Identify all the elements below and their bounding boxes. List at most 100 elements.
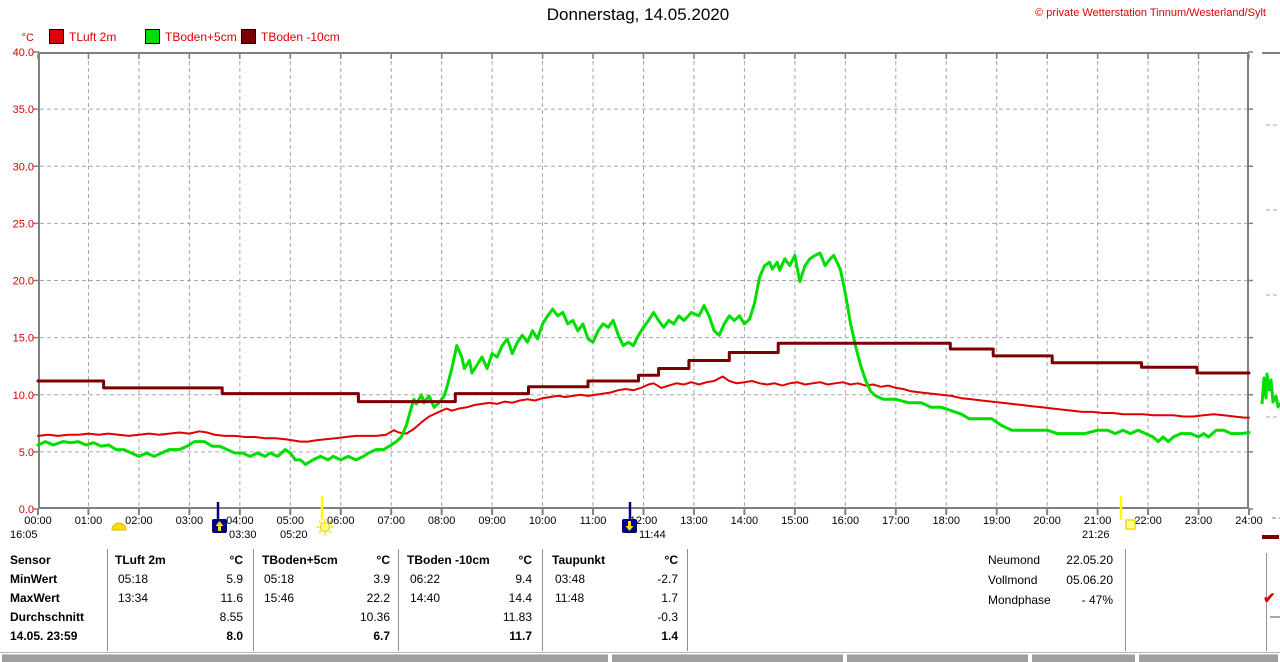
max-value: 14.4 bbox=[508, 591, 532, 605]
last-value: 11.7 bbox=[509, 629, 532, 643]
axis-label: 20.0 bbox=[13, 276, 34, 288]
axis-label: 15.0 bbox=[13, 333, 34, 345]
axis-label: 17:00 bbox=[882, 515, 910, 527]
axis-label: 08:00 bbox=[428, 515, 456, 527]
min-time: 05:18 bbox=[118, 572, 149, 586]
min-value: 9.4 bbox=[515, 572, 532, 586]
moon-arrow-up-icon bbox=[215, 521, 224, 531]
stats-row-label: Sensor bbox=[10, 553, 51, 567]
table-divider bbox=[107, 549, 108, 651]
edge-green-fragment bbox=[1260, 372, 1280, 409]
status-bar-segment bbox=[1139, 654, 1278, 662]
axis-label: 05:00 bbox=[277, 515, 305, 527]
axis-label: 06:00 bbox=[327, 515, 355, 527]
max-time: 14:40 bbox=[410, 591, 441, 605]
legend-label: TBoden -10cm bbox=[261, 29, 340, 44]
axis-label: 22:00 bbox=[1134, 515, 1162, 527]
min-value: -2.7 bbox=[657, 572, 678, 586]
sunrise-icon bbox=[328, 520, 332, 524]
axis-label: 40.0 bbox=[13, 47, 34, 59]
stats-row-label: 14.05. 23:59 bbox=[10, 629, 78, 643]
moon-dome-icon bbox=[111, 522, 127, 531]
series-line-tboden-10cm bbox=[36, 341, 1251, 404]
status-bar-segment bbox=[847, 654, 1028, 662]
avg-value: 11.83 bbox=[502, 610, 532, 624]
col-header: TBoden -10cm bbox=[407, 553, 490, 567]
table-divider bbox=[542, 549, 543, 651]
col-header: TBoden+5cm bbox=[262, 553, 338, 567]
status-bar-segment bbox=[1032, 654, 1135, 662]
max-time: 15:46 bbox=[264, 591, 295, 605]
max-time: 11:48 bbox=[555, 591, 585, 605]
axis-label: 01:00 bbox=[75, 515, 103, 527]
moon-value: - 47% bbox=[1081, 593, 1113, 607]
axis-label: 16:05 bbox=[10, 529, 38, 541]
stats-row-label: Durchschnitt bbox=[10, 610, 85, 624]
moon-label: Neumond bbox=[988, 553, 1041, 567]
min-value: 3.9 bbox=[373, 572, 390, 586]
axis-label: 25.0 bbox=[13, 218, 34, 230]
stats-row-label: MaxWert bbox=[10, 591, 60, 605]
series-line-tboden-5cm bbox=[36, 251, 1251, 466]
copyright-text: © private Wetterstation Tinnum/Westerlan… bbox=[1035, 7, 1266, 19]
legend-swatch-maroon bbox=[241, 29, 256, 44]
axis-label: 18:00 bbox=[932, 515, 960, 527]
axis-label: 13:00 bbox=[680, 515, 708, 527]
max-value: 22.2 bbox=[366, 591, 390, 605]
col-unit: °C bbox=[376, 553, 390, 567]
table-divider bbox=[398, 549, 399, 651]
check-icon: ✔ bbox=[1263, 590, 1276, 607]
axis-label: 10.0 bbox=[13, 390, 34, 402]
axis-label: 16:00 bbox=[832, 515, 860, 527]
axis-label: 03:30 bbox=[229, 529, 257, 541]
col-header: TLuft 2m bbox=[115, 553, 166, 567]
axis-label: 19:00 bbox=[983, 515, 1011, 527]
table-divider bbox=[1125, 549, 1126, 651]
avg-value: -0.3 bbox=[657, 610, 678, 624]
moon-value: 05.06.20 bbox=[1066, 573, 1113, 587]
axis-label: 0.0 bbox=[19, 504, 34, 516]
legend-label: TLuft 2m bbox=[69, 29, 117, 44]
sunrise-icon bbox=[318, 530, 322, 534]
axis-label: 21:26 bbox=[1082, 529, 1110, 541]
sunset-icon bbox=[1125, 519, 1136, 530]
sunrise-icon bbox=[328, 530, 332, 534]
status-bar-segment bbox=[612, 654, 843, 662]
axis-label: °C bbox=[22, 32, 34, 44]
axis-label: 23:00 bbox=[1185, 515, 1213, 527]
col-unit: °C bbox=[664, 553, 678, 567]
legend-item-tluft: TLuft 2m bbox=[49, 29, 116, 44]
dashed-stub bbox=[1270, 616, 1280, 618]
last-value: 6.7 bbox=[373, 629, 390, 643]
axis-label: 02:00 bbox=[125, 515, 153, 527]
max-value: 1.7 bbox=[661, 591, 678, 605]
axis-label: 30.0 bbox=[13, 161, 34, 173]
sunrise-icon bbox=[318, 520, 322, 524]
axis-label: 5.0 bbox=[19, 447, 34, 459]
min-time: 05:18 bbox=[264, 572, 295, 586]
min-time: 03:48 bbox=[555, 572, 586, 586]
axis-label: 21:00 bbox=[1084, 515, 1112, 527]
series-line-tluft-2m bbox=[37, 375, 1250, 443]
axis-label: 04:00 bbox=[226, 515, 254, 527]
moon-value: 22.05.20 bbox=[1066, 553, 1113, 567]
axis-label: 11:00 bbox=[580, 515, 607, 527]
axis-label: 10:00 bbox=[529, 515, 557, 527]
sunrise-icon bbox=[320, 522, 330, 532]
legend-item-tboden10: TBoden -10cm bbox=[241, 29, 340, 44]
max-value: 11.6 bbox=[220, 591, 243, 605]
temperature-line-chart: 0.0 5.0 10.0 15.0 20.0 25.0 30.0 35.0 40.0 °C 00:0… bbox=[10, 32, 1280, 541]
col-unit: °C bbox=[518, 553, 532, 567]
axis-label: 11:44 bbox=[639, 529, 666, 541]
axis-label: 14:00 bbox=[731, 515, 759, 527]
moon-label: Mondphase bbox=[988, 593, 1051, 607]
axis-label: 09:00 bbox=[478, 515, 506, 527]
axis-label: 24:00 bbox=[1235, 515, 1263, 527]
axis-label: 07:00 bbox=[377, 515, 405, 527]
moon-label: Vollmond bbox=[988, 573, 1038, 587]
axis-label: 00:00 bbox=[24, 515, 52, 527]
table-divider bbox=[687, 549, 688, 651]
min-value: 5.9 bbox=[226, 572, 243, 586]
axis-label: 03:00 bbox=[176, 515, 204, 527]
